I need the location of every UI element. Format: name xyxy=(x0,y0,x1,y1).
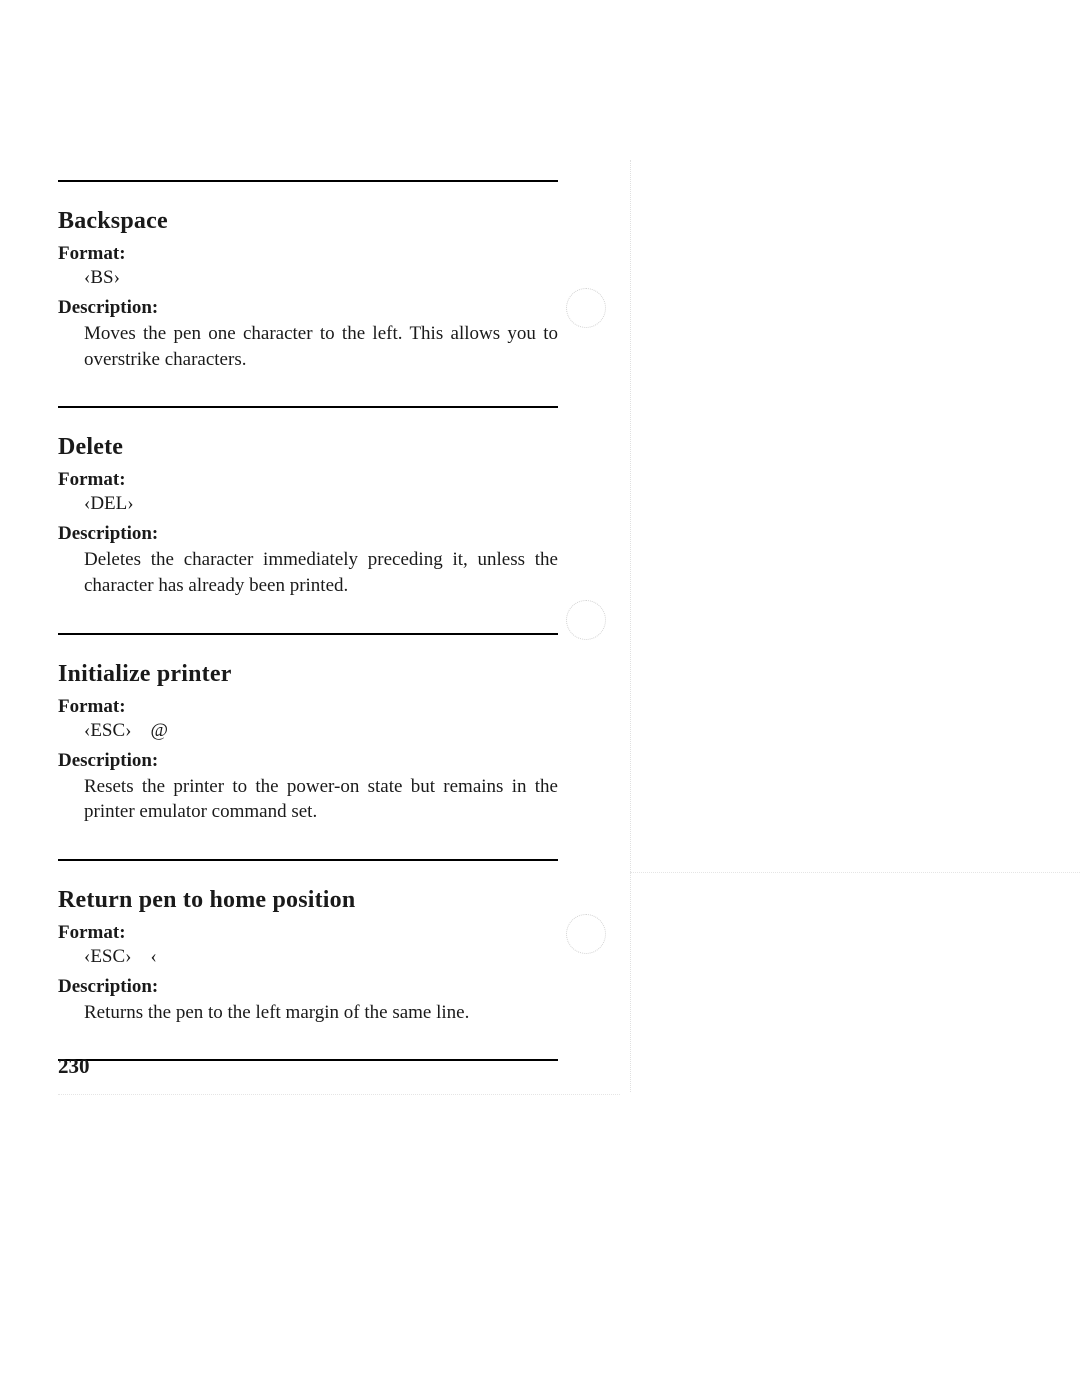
content-column: Backspace Format: ‹BS› Description: Move… xyxy=(58,180,558,1061)
description-label: Description: xyxy=(58,523,558,545)
command-title: Return pen to home position xyxy=(58,887,558,914)
command-title: Delete xyxy=(58,434,558,461)
punch-hole-icon xyxy=(566,600,606,640)
command-section: Backspace Format: ‹BS› Description: Move… xyxy=(58,182,558,406)
format-label: Format: xyxy=(58,469,558,491)
section-rule xyxy=(58,1059,558,1061)
description-label: Description: xyxy=(58,976,558,998)
scan-horizontal-line xyxy=(630,872,1080,873)
format-label: Format: xyxy=(58,922,558,944)
description-value: Resets the printer to the power-on state… xyxy=(58,774,558,825)
description-value: Moves the pen one character to the left.… xyxy=(58,321,558,372)
format-value: ‹ESC› @ xyxy=(58,720,558,742)
command-title: Backspace xyxy=(58,208,558,235)
description-value: Deletes the character immediately preced… xyxy=(58,547,558,598)
format-value: ‹DEL› xyxy=(58,493,558,515)
command-section: Return pen to home position Format: ‹ESC… xyxy=(58,861,558,1060)
description-label: Description: xyxy=(58,750,558,772)
format-label: Format: xyxy=(58,243,558,265)
punch-hole-icon xyxy=(566,914,606,954)
punch-hole-icon xyxy=(566,288,606,328)
scan-vertical-line xyxy=(630,160,631,1092)
command-section: Delete Format: ‹DEL› Description: Delete… xyxy=(58,408,558,632)
scan-dot-line xyxy=(58,1094,620,1095)
description-value: Returns the pen to the left margin of th… xyxy=(58,1000,558,1026)
description-label: Description: xyxy=(58,297,558,319)
command-title: Initialize printer xyxy=(58,661,558,688)
page-number: 230 xyxy=(58,1054,90,1079)
page: Backspace Format: ‹BS› Description: Move… xyxy=(0,0,1080,1397)
format-value: ‹ESC› ‹ xyxy=(58,946,558,968)
format-value: ‹BS› xyxy=(58,267,558,289)
command-section: Initialize printer Format: ‹ESC› @ Descr… xyxy=(58,635,558,859)
format-label: Format: xyxy=(58,696,558,718)
